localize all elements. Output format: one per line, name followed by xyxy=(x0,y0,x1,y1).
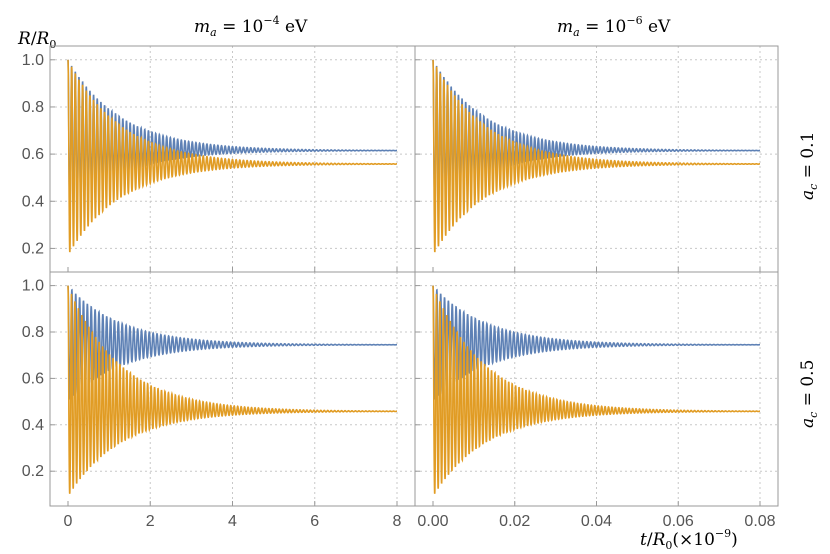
series-line-orange xyxy=(67,285,398,494)
x-axis-label: t/R0(×10−9) xyxy=(640,527,738,552)
x-tick-label: 0.02 xyxy=(499,513,530,530)
panel-top-right xyxy=(414,45,779,273)
panel-bottom-right: 0.00 0.02 0.04 0.06 0.08 xyxy=(414,271,779,530)
x-tick-label: 0.06 xyxy=(663,513,694,530)
x-tick-label: 2 xyxy=(146,513,155,530)
x-tick-label: 8 xyxy=(393,513,402,530)
series-line-orange xyxy=(67,59,398,253)
x-tick-label: 0.08 xyxy=(744,513,775,530)
x-tick-label: 0 xyxy=(64,513,73,530)
series-line-orange xyxy=(432,285,761,494)
y-axis-label: R/R0 xyxy=(17,29,56,51)
y-tick-label: 0.4 xyxy=(22,193,44,210)
series-line-blue xyxy=(67,285,397,400)
x-tick-label: 6 xyxy=(310,513,319,530)
row-title-top: ac = 0.1 xyxy=(798,132,820,200)
y-tick-label: 1.0 xyxy=(22,52,44,69)
y-tick-label: 0.2 xyxy=(22,463,44,480)
column-title-right: ma = 10−6 eV xyxy=(557,14,671,39)
y-tick-label: 0.8 xyxy=(22,324,44,341)
y-tick-label: 0.4 xyxy=(22,417,44,434)
series-line-blue xyxy=(67,59,398,212)
x-tick-label: 4 xyxy=(228,513,237,530)
panel-bottom-left: 0.2 0.4 0.6 0.8 1.0 0 2 4 6 8 xyxy=(22,271,416,530)
series-line-blue xyxy=(432,59,761,212)
series-line-blue xyxy=(432,285,760,400)
x-tick-label: 0.00 xyxy=(417,513,448,530)
series-line-orange xyxy=(432,59,761,253)
column-title-left: ma = 10−4 eV xyxy=(194,14,308,39)
y-tick-label: 0.2 xyxy=(22,240,44,257)
y-tick-label: 0.6 xyxy=(22,146,44,163)
y-tick-label: 0.6 xyxy=(22,370,44,387)
y-tick-label: 0.8 xyxy=(22,99,44,116)
panel-top-left: 0.2 0.4 0.6 0.8 1.0 xyxy=(22,45,416,273)
row-title-bottom: ac = 0.5 xyxy=(798,360,820,428)
x-tick-label: 0.04 xyxy=(581,513,612,530)
y-tick-label: 1.0 xyxy=(22,278,44,295)
